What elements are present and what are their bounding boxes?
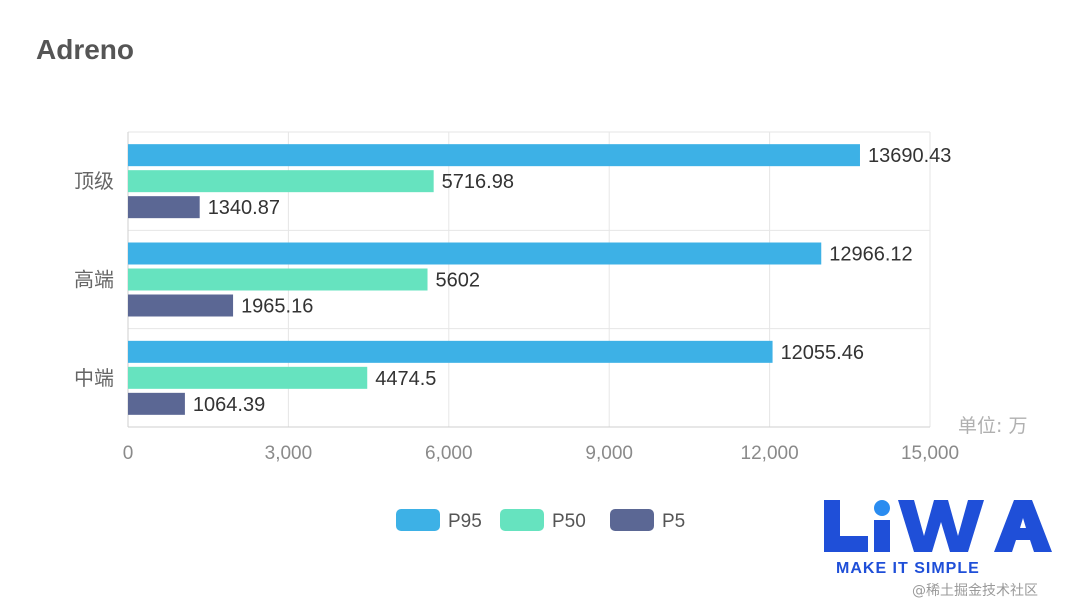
bar-p5 [128, 196, 200, 219]
liwa-logo [820, 496, 1052, 580]
bar-p95 [128, 242, 822, 265]
bar-p50 [128, 170, 434, 193]
y-category-label: 顶级 [74, 169, 114, 193]
watermark: @稀土掘金技术社区 [912, 583, 1038, 599]
x-tick-label: 3,000 [265, 443, 313, 464]
y-category-label: 高端 [74, 268, 114, 292]
bar-p5 [128, 294, 234, 317]
data-label: 1340.87 [208, 197, 280, 219]
bar-p50 [128, 366, 368, 389]
data-label: 1965.16 [241, 296, 313, 318]
y-category-label: 中端 [74, 366, 114, 390]
data-label: 5602 [436, 270, 481, 292]
x-tick-label: 6,000 [425, 443, 473, 464]
legend-swatch-p95 [396, 509, 440, 531]
chart-title: Adreno [36, 34, 134, 65]
x-tick-label: 0 [123, 443, 134, 464]
legend-label-p50: P50 [552, 511, 586, 532]
data-label: 5716.98 [442, 171, 514, 193]
data-label: 12966.12 [829, 244, 912, 266]
data-label: 1064.39 [193, 394, 265, 416]
legend-swatch-p50 [500, 509, 544, 531]
data-label: 12055.46 [781, 342, 864, 364]
bar-p50 [128, 268, 428, 291]
bar-p95 [128, 340, 773, 363]
legend-swatch-p5 [610, 509, 654, 531]
x-tick-label: 9,000 [585, 443, 633, 464]
bar-p5 [128, 392, 185, 415]
bar-p95 [128, 144, 860, 167]
legend-label-p95: P95 [448, 511, 482, 532]
x-tick-label: 12,000 [741, 443, 799, 464]
unit-label: 单位: 万 [958, 415, 1027, 437]
data-label: 4474.5 [375, 368, 436, 390]
x-tick-label: 15,000 [901, 443, 959, 464]
legend-label-p5: P5 [662, 511, 685, 532]
data-label: 13690.43 [868, 145, 951, 167]
logo-tagline: MAKE IT SIMPLE [836, 560, 980, 577]
